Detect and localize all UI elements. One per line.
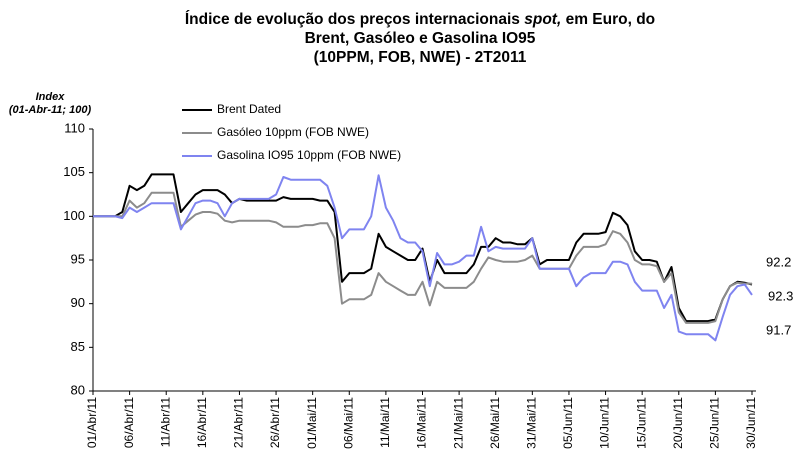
legend-label: Gasolina IO95 10ppm (FOB NWE) [217,148,401,162]
x-tick-label: 06/Abr/11 [122,397,136,448]
x-tick-label: 21/Mai/11 [451,397,465,449]
legend-label: Gasóleo 10ppm (FOB NWE) [217,125,369,139]
y-tick-label: 110 [64,120,85,135]
series-line [93,191,752,324]
y-tick-label: 80 [71,382,85,397]
x-tick-label: 11/Mai/11 [378,397,392,448]
x-tick-label: 10/Jun/11 [598,397,612,449]
chart-title: Brent, Gasóleo e Gasolina IO95 [305,30,536,47]
chart-title: (10PPM, FOB, NWE) - 2T2011 [314,49,527,66]
y-axis-label: Index [36,91,66,103]
x-tick-label: 16/Abr/11 [195,397,209,448]
end-label: 92.3 [768,288,793,303]
x-tick-label: 31/Mai/11 [525,397,539,449]
end-label: 92.2 [766,254,791,269]
series-line [93,173,753,323]
title-part: em Euro, do [561,11,655,28]
x-tick-label: 11/Abr/11 [158,397,172,448]
x-tick-label: 01/Mai/11 [305,397,319,449]
series-line [93,174,753,342]
y-tick-label: 105 [63,164,85,179]
title-part: Índice de evolução dos preços internacio… [185,11,524,28]
x-tick-label: 01/Abr/11 [85,397,99,448]
x-tick-label: 26/Abr/11 [268,397,282,448]
y-tick-label: 100 [63,208,85,223]
x-tick-label: 21/Abr/11 [232,397,246,448]
x-tick-label: 16/Mai/11 [415,397,429,449]
y-axis-label: (01-Abr-11; 100) [9,104,92,116]
x-tick-label: 20/Jun/11 [671,397,685,449]
end-label: 91.7 [766,322,791,337]
chart-title: Índice de evolução dos preços internacio… [185,11,655,28]
x-tick-label: 26/Mai/11 [488,397,502,449]
x-tick-label: 06/Mai/11 [341,397,355,449]
y-tick-label: 90 [71,295,85,310]
x-tick-label: 15/Jun/11 [634,397,648,449]
x-tick-label: 30/Jun/11 [744,397,758,449]
title-part: spot, [524,11,561,28]
x-tick-label: 25/Jun/11 [708,397,722,449]
y-tick-label: 95 [71,251,85,266]
y-tick-label: 85 [71,339,85,354]
legend-label: Brent Dated [217,102,281,116]
x-tick-label: 05/Jun/11 [561,397,575,449]
